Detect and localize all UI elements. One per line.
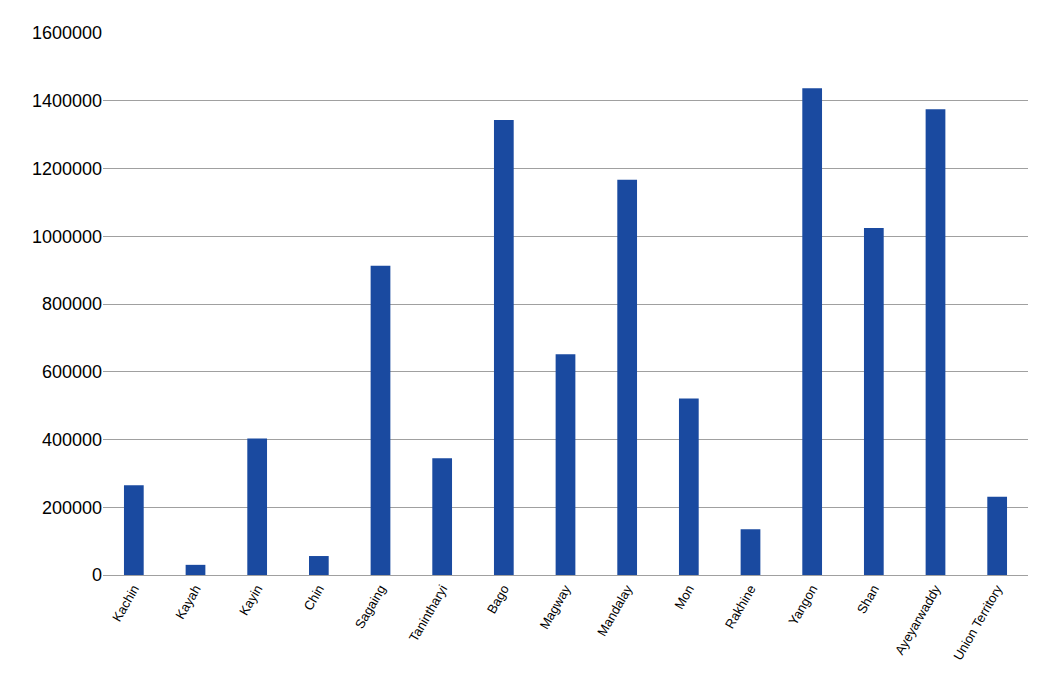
svg-text:Shan: Shan (854, 582, 882, 616)
svg-text:Mandalay: Mandalay (594, 582, 635, 639)
svg-text:800000: 800000 (42, 294, 102, 314)
svg-text:Kayin: Kayin (236, 582, 265, 618)
svg-text:Yangon: Yangon (785, 582, 820, 627)
svg-text:Chin: Chin (301, 582, 327, 613)
svg-text:Union Territory: Union Territory (950, 582, 1005, 663)
svg-text:Ayeyarwaddy: Ayeyarwaddy (892, 582, 944, 657)
svg-text:Mon: Mon (671, 582, 697, 611)
svg-text:Magway: Magway (537, 582, 574, 632)
svg-text:0: 0 (92, 565, 102, 585)
svg-text:1200000: 1200000 (32, 159, 102, 179)
svg-text:600000: 600000 (42, 362, 102, 382)
svg-text:Tanintharyi: Tanintharyi (406, 582, 450, 644)
svg-text:200000: 200000 (42, 498, 102, 518)
svg-text:Bago: Bago (484, 582, 512, 616)
svg-text:Sagaing: Sagaing (352, 582, 389, 631)
svg-text:Rakhine: Rakhine (722, 582, 759, 631)
svg-text:1400000: 1400000 (32, 91, 102, 111)
svg-text:1000000: 1000000 (32, 227, 102, 247)
svg-text:Kachin: Kachin (109, 582, 142, 624)
svg-text:400000: 400000 (42, 430, 102, 450)
svg-text:Kayah: Kayah (172, 582, 203, 621)
svg-text:1600000: 1600000 (32, 23, 102, 43)
